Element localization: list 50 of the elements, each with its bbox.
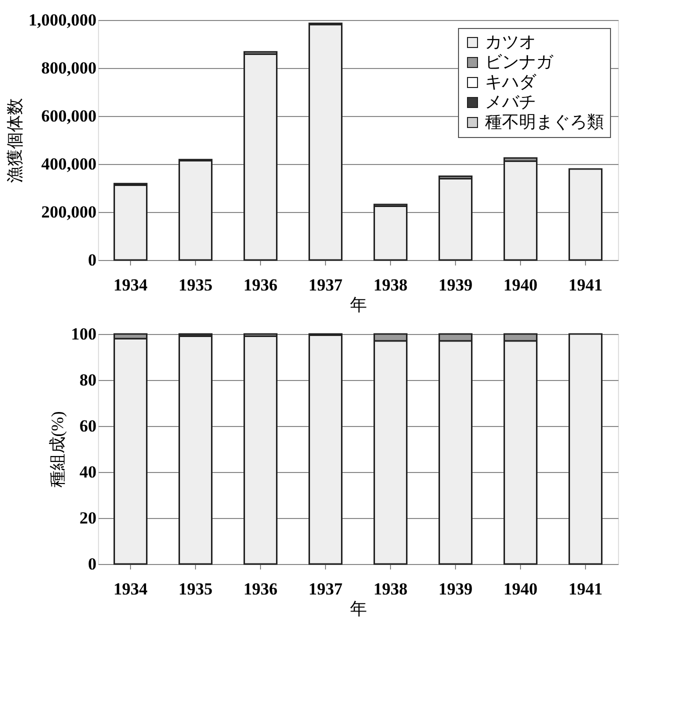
y-axis-title: 種組成(%) bbox=[48, 411, 67, 488]
x-tick-label: 1935 bbox=[178, 580, 212, 598]
legend-label: メバチ bbox=[485, 92, 536, 112]
y-tick-label: 600,000 bbox=[41, 106, 96, 126]
y-tick-label: 60 bbox=[80, 416, 96, 436]
x-tick-label: 1936 bbox=[244, 580, 278, 598]
x-tick-label: 1937 bbox=[308, 580, 343, 598]
y-axis-title: 漁獲個体数 bbox=[6, 98, 24, 183]
y-tick-label: 1,000,000 bbox=[28, 10, 96, 30]
bar bbox=[374, 205, 408, 261]
y-tick-label: 400,000 bbox=[41, 154, 96, 174]
x-tick-label: 1939 bbox=[438, 276, 472, 294]
bar bbox=[568, 333, 602, 565]
bar bbox=[114, 184, 148, 261]
legend-label: カツオ bbox=[485, 32, 536, 52]
y-tick-label: 200,000 bbox=[41, 202, 96, 222]
y-tick-label: 80 bbox=[80, 370, 96, 390]
legend-label: ビンナガ bbox=[485, 52, 554, 72]
bar bbox=[178, 160, 212, 261]
bar bbox=[244, 336, 278, 565]
x-tick-label: 1938 bbox=[374, 580, 408, 598]
x-tick-label: 1934 bbox=[114, 580, 148, 598]
x-tick-label: 1936 bbox=[244, 276, 278, 294]
x-tick-label: 1940 bbox=[504, 276, 538, 294]
x-tick-label: 1941 bbox=[568, 580, 602, 598]
x-tick-label: 1939 bbox=[438, 580, 472, 598]
bar bbox=[438, 178, 472, 261]
bar bbox=[308, 24, 342, 261]
x-axis-title: 年 bbox=[350, 296, 367, 314]
x-tick-label: 1937 bbox=[308, 276, 343, 294]
bar bbox=[568, 168, 602, 261]
x-tick-label: 1941 bbox=[568, 276, 602, 294]
legend-label: キハダ bbox=[485, 72, 537, 92]
y-tick-label: 40 bbox=[80, 462, 96, 482]
bar bbox=[178, 336, 212, 565]
y-tick-label: 20 bbox=[80, 508, 96, 528]
y-tick-label: 100 bbox=[71, 324, 96, 344]
y-tick-label: 0 bbox=[88, 554, 96, 574]
bar bbox=[114, 338, 148, 565]
bar bbox=[504, 160, 538, 261]
x-tick-label: 1934 bbox=[114, 276, 148, 294]
y-tick-label: 800,000 bbox=[41, 58, 96, 78]
x-tick-label: 1935 bbox=[178, 276, 212, 294]
x-tick-label: 1938 bbox=[374, 276, 408, 294]
bar bbox=[308, 334, 342, 565]
x-tick-label: 1940 bbox=[504, 580, 538, 598]
x-axis-title: 年 bbox=[350, 600, 367, 618]
y-tick-label: 0 bbox=[88, 250, 96, 270]
bar bbox=[244, 53, 278, 261]
legend-label: 種不明まぐろ類 bbox=[485, 112, 604, 132]
